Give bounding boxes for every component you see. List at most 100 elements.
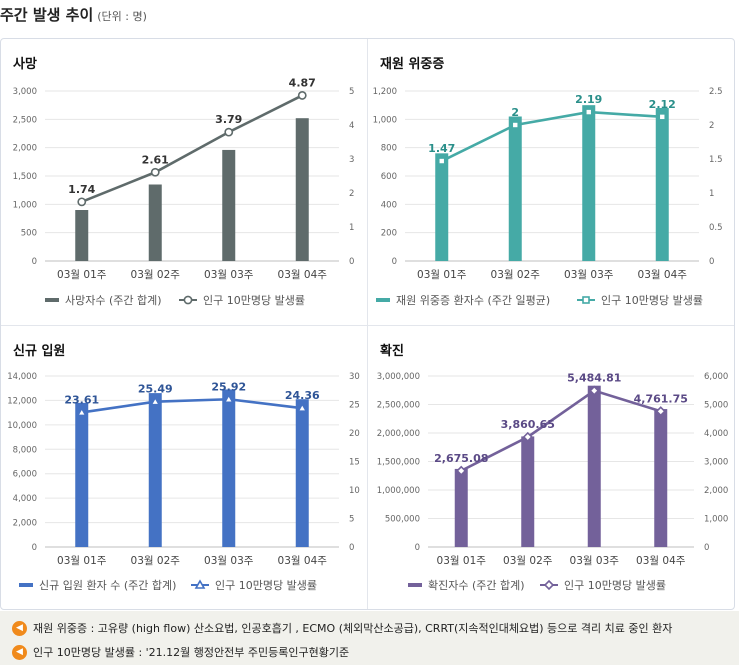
y-tick-label: 2,000: [13, 519, 37, 529]
y2-tick-label: 20: [349, 429, 360, 439]
x-tick-label: 03월 03주: [204, 555, 254, 567]
footnote-incidence-basis: ◀ 인구 10만명당 발생률 : '21.12월 행정안전부 주민등록인구현황기…: [12, 643, 349, 661]
y2-tick-label: 4,000: [704, 429, 728, 439]
speaker-icon: ◀: [12, 644, 27, 660]
chart-panel-deaths: 사망 0 500 1,000 1,500 2,000 2,500 3,000 0 1 2 3 4 5 03…: [1, 39, 367, 325]
data-label: 25.92: [211, 380, 246, 393]
charts-frame: 사망 0 500 1,000 1,500 2,000 2,500 3,000 0 1 2 3 4 5 03…: [0, 38, 735, 610]
chart-admissions: 0 2,000 4,000 6,000 8,000 10,000 12,000 14,000 0…: [7, 372, 360, 592]
x-tick-label: 03월 04주: [636, 555, 686, 567]
data-label: 1.74: [68, 183, 95, 196]
bar: [222, 389, 236, 547]
line-marker: [589, 385, 600, 396]
y2-tick-label: 3: [349, 155, 354, 165]
unit-label: (단위 : 명): [97, 10, 147, 23]
y2-tick-label: 2: [349, 189, 354, 199]
bar: [75, 402, 89, 547]
x-tick-label: 03월 03주: [564, 269, 614, 281]
data-label: 5,484.81: [567, 372, 621, 385]
data-label: 2.61: [142, 153, 169, 166]
bar: [295, 399, 309, 547]
bar: [582, 105, 596, 262]
y-tick-label: 6,000: [13, 470, 37, 480]
bar: [75, 210, 89, 261]
page-title: 주간 발생 추이: [0, 6, 94, 24]
chart-title-severe: 재원 위중증: [380, 57, 445, 72]
y-tick-label: 1,500: [13, 172, 37, 182]
panel-divider-horizontal: [1, 325, 734, 326]
y2-tick-label: 2: [709, 121, 714, 131]
bar: [295, 118, 309, 261]
x-tick-label: 03월 04주: [278, 555, 328, 567]
legend-label: 인구 10만명당 발생률: [601, 294, 703, 307]
bar: [454, 468, 468, 547]
y2-tick-label: 0: [704, 543, 709, 553]
line-marker: [543, 579, 555, 591]
y2-tick-label: 1,000: [704, 515, 728, 525]
chart-severe: 0 200 400 600 800 1,000 1,200 0 0.5 1 1.5 2 2.5 03월 0…: [373, 87, 723, 307]
line-marker: [582, 296, 590, 304]
x-tick-label: 03월 02주: [491, 269, 541, 281]
y2-tick-label: 15: [349, 458, 360, 468]
line-marker: [511, 121, 520, 129]
legend-label: 재원 위중증 환자수 (주간 일평균): [396, 293, 550, 307]
line-marker: [437, 157, 446, 165]
series-line: [441, 110, 663, 163]
legend-bar-swatch: [376, 298, 390, 302]
y-tick-label: 0: [392, 257, 397, 267]
y2-tick-label: 1: [349, 223, 354, 233]
bar: [148, 184, 162, 261]
y2-tick-label: 0: [349, 543, 354, 553]
data-label: 24.36: [285, 389, 320, 402]
bar: [587, 385, 601, 547]
y-tick-label: 0: [32, 257, 37, 267]
bar: [435, 153, 449, 261]
bar: [655, 108, 669, 261]
line-marker: [522, 431, 533, 443]
y-tick-label: 2,500,000: [377, 401, 420, 411]
data-label: 4,761.75: [634, 392, 688, 405]
footnotes: ◀ 재원 위중증 : 고유량 (high flow) 산소요법, 인공호흡기 ,…: [0, 611, 739, 665]
legend-bar-swatch: [408, 583, 422, 587]
data-label: 4.87: [289, 76, 316, 89]
line-marker: [456, 465, 467, 476]
y-tick-label: 14,000: [7, 372, 37, 382]
y-tick-label: 1,500,000: [377, 458, 420, 468]
y2-tick-label: 5: [349, 515, 354, 525]
legend-label: 인구 10만명당 발생률: [564, 579, 666, 592]
legend: 사망자수 (주간 합계) 인구 10만명당 발생률: [45, 294, 305, 307]
bar: [222, 149, 236, 261]
chart-title-confirmed: 확진: [380, 344, 404, 359]
line-marker: [149, 396, 161, 406]
y2-tick-label: 0.5: [709, 223, 723, 233]
panel-divider-vertical: [367, 39, 368, 609]
y-tick-label: 800: [381, 144, 397, 154]
line-marker: [297, 91, 307, 100]
bar: [148, 393, 162, 547]
line-marker: [183, 295, 193, 305]
y-tick-label: 500: [21, 229, 37, 239]
y-tick-label: 1,000: [13, 200, 37, 210]
y2-tick-label: 1.5: [709, 155, 723, 165]
y2-tick-label: 30: [349, 372, 360, 382]
y-tick-label: 2,000: [13, 144, 37, 154]
series-line: [460, 389, 662, 472]
bar: [654, 409, 668, 547]
chart-confirmed: 0 500,000 1,000,000 1,500,000 2,000,000 2,500…: [377, 372, 729, 592]
legend-label: 인구 10만명당 발생률: [215, 579, 317, 592]
line-marker: [223, 393, 235, 404]
x-tick-label: 03월 04주: [638, 269, 688, 281]
legend-label: 확진자수 (주간 합계): [428, 579, 525, 592]
data-label: 2: [511, 106, 519, 119]
x-tick-label: 03월 01주: [437, 555, 487, 567]
data-label: 23.61: [64, 393, 99, 406]
y-tick-label: 1,000: [373, 115, 397, 125]
data-label: 2.12: [649, 98, 676, 111]
y2-tick-label: 2,000: [704, 486, 728, 496]
legend-label: 인구 10만명당 발생률: [203, 294, 305, 307]
x-tick-label: 03월 02주: [503, 555, 553, 567]
page-header: 주간 발생 추이 (단위 : 명): [0, 4, 147, 30]
data-label: 1.47: [428, 142, 455, 155]
speaker-icon: ◀: [12, 620, 27, 636]
chart-deaths: 0 500 1,000 1,500 2,000 2,500 3,000 0 1 2 3 4 5 03월 0…: [13, 76, 355, 307]
